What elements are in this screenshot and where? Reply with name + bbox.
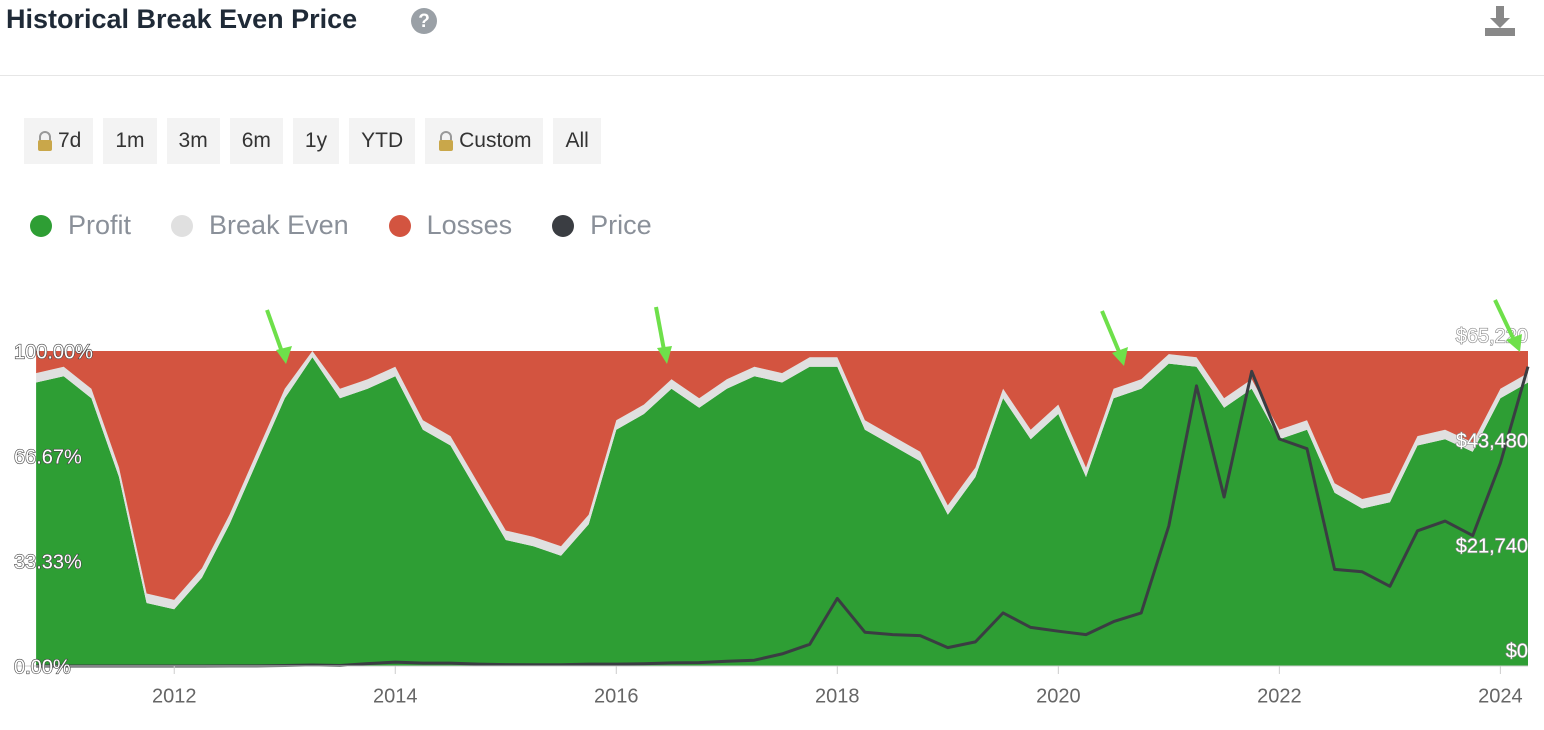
x-tick-label: 2022: [1257, 685, 1302, 707]
x-tick-label: 2012: [152, 685, 197, 707]
button-label: YTD: [361, 129, 404, 152]
button-label: 7d: [58, 129, 82, 152]
legend-marker: [388, 214, 411, 237]
divider: [0, 75, 1544, 76]
legend-label: Profit: [68, 210, 132, 240]
range-button[interactable]: 7d: [24, 118, 94, 164]
y-tick-label: 66.67%: [14, 446, 82, 468]
download-icon[interactable]: [1482, 4, 1518, 38]
annotation-arrows: [265, 299, 1522, 366]
range-button[interactable]: 1m: [103, 118, 157, 164]
legend-marker: [552, 214, 575, 237]
legend-label: Price: [590, 210, 652, 240]
range-button[interactable]: All: [553, 118, 601, 164]
range-button[interactable]: 6m: [229, 118, 283, 164]
legend-marker: [171, 214, 194, 237]
svg-text:?: ?: [418, 11, 430, 32]
button-label: 3m: [178, 129, 208, 152]
x-tick-label: 2014: [373, 685, 418, 707]
legend-item[interactable]: Losses: [388, 210, 513, 241]
range-button[interactable]: 3m: [166, 118, 220, 164]
button-label: Custom: [459, 129, 532, 152]
stacked-area: [36, 351, 1529, 600]
x-tick-label: 2018: [815, 685, 860, 707]
range-button[interactable]: 1y: [292, 118, 340, 164]
x-tick-label: 2024: [1478, 685, 1523, 707]
title: Historical Break Even Price: [6, 4, 358, 34]
y2-tick-label: $43,480: [1456, 430, 1528, 452]
y-tick-label: 33.33%: [14, 551, 82, 573]
stacked-area: [36, 357, 1529, 666]
y2-tick-label: $0: [1506, 640, 1528, 662]
legend: Profit Break Even Losses Price: [30, 210, 652, 241]
x-tick-label: 2016: [594, 685, 639, 707]
y-tick-label: 100.00%: [14, 341, 93, 363]
button-label: 1m: [115, 129, 145, 152]
range-button[interactable]: Custom: [425, 118, 544, 164]
legend-item[interactable]: Profit: [30, 210, 131, 241]
legend-label: Break Even: [209, 210, 349, 240]
legend-label: Losses: [426, 210, 513, 240]
lock-icon: [439, 131, 454, 151]
x-tick-label: 2020: [1036, 685, 1081, 707]
range-buttons: 7d 1m 3m 6m 1y YTD Custom All: [24, 118, 601, 164]
y-tick-label: 0.00%: [14, 656, 71, 678]
button-label: 1y: [304, 129, 328, 152]
legend-marker: [30, 214, 52, 237]
help-icon[interactable]: ?: [410, 7, 438, 35]
button-label: All: [565, 129, 589, 152]
range-button[interactable]: YTD: [349, 118, 416, 164]
legend-item[interactable]: Break Even: [171, 210, 349, 241]
button-label: 6m: [241, 129, 271, 152]
lock-icon: [38, 131, 52, 151]
y2-tick-label: $21,740: [1456, 535, 1528, 557]
legend-item[interactable]: Price: [552, 210, 652, 241]
